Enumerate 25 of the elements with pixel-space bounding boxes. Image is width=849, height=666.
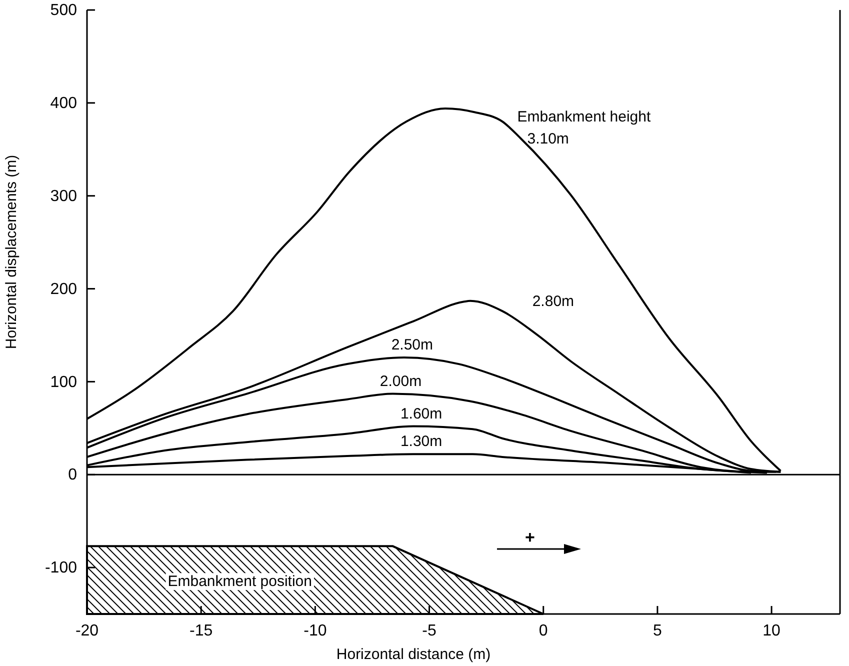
annotation: Embankment height — [517, 108, 652, 126]
y-tick-label: 400 — [50, 95, 78, 112]
annotation: + — [525, 528, 536, 547]
y-tick-label: 100 — [50, 374, 78, 391]
series-label: 3.10m — [527, 130, 569, 148]
x-tick-label: 10 — [762, 622, 781, 640]
x-tick-label: -10 — [304, 622, 327, 640]
series-label: 1.60m — [400, 405, 442, 422]
x-tick-label: 5 — [653, 622, 662, 640]
y-tick-label: 0 — [68, 466, 78, 484]
y-axis-title: Horizontal displacements (m) — [3, 154, 20, 350]
series-label: 2.50m — [391, 336, 434, 354]
x-axis-title: Horizontal distance (m) — [336, 646, 491, 663]
y-tick-label: 200 — [50, 280, 78, 298]
x-tick-label: -15 — [190, 622, 213, 640]
series-label: 2.80m — [532, 292, 574, 310]
series-label: 2.00m — [380, 372, 422, 390]
y-tick-label: 300 — [50, 188, 78, 205]
series-label: 1.30m — [400, 433, 442, 450]
y-tick-label: -100 — [44, 560, 78, 577]
series-label: Embankment position — [168, 573, 312, 590]
x-tick-label: -5 — [422, 622, 436, 640]
x-tick-label: -20 — [75, 622, 99, 640]
x-tick-label: 0 — [538, 622, 548, 640]
y-tick-label: 500 — [50, 2, 78, 20]
